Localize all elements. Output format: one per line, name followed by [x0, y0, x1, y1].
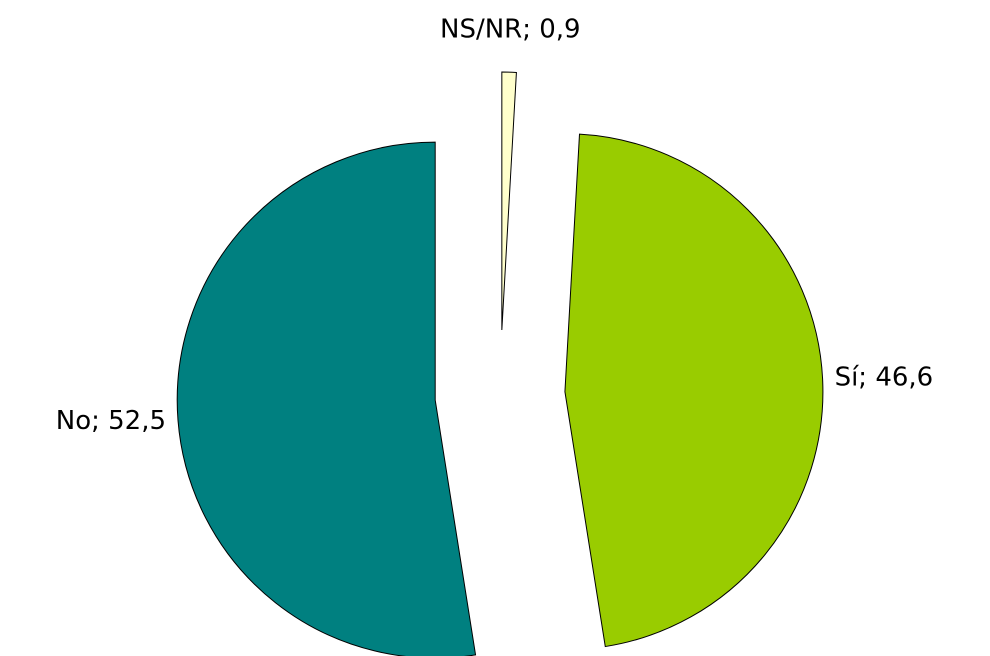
data-label: NS/NR; 0,9 [440, 15, 581, 45]
data-label: No; 52,5 [56, 406, 166, 436]
pie-slice [176, 141, 477, 656]
pie-slice [564, 133, 824, 648]
data-label: Sí; 46,6 [835, 363, 934, 393]
pie-slice [501, 71, 517, 331]
